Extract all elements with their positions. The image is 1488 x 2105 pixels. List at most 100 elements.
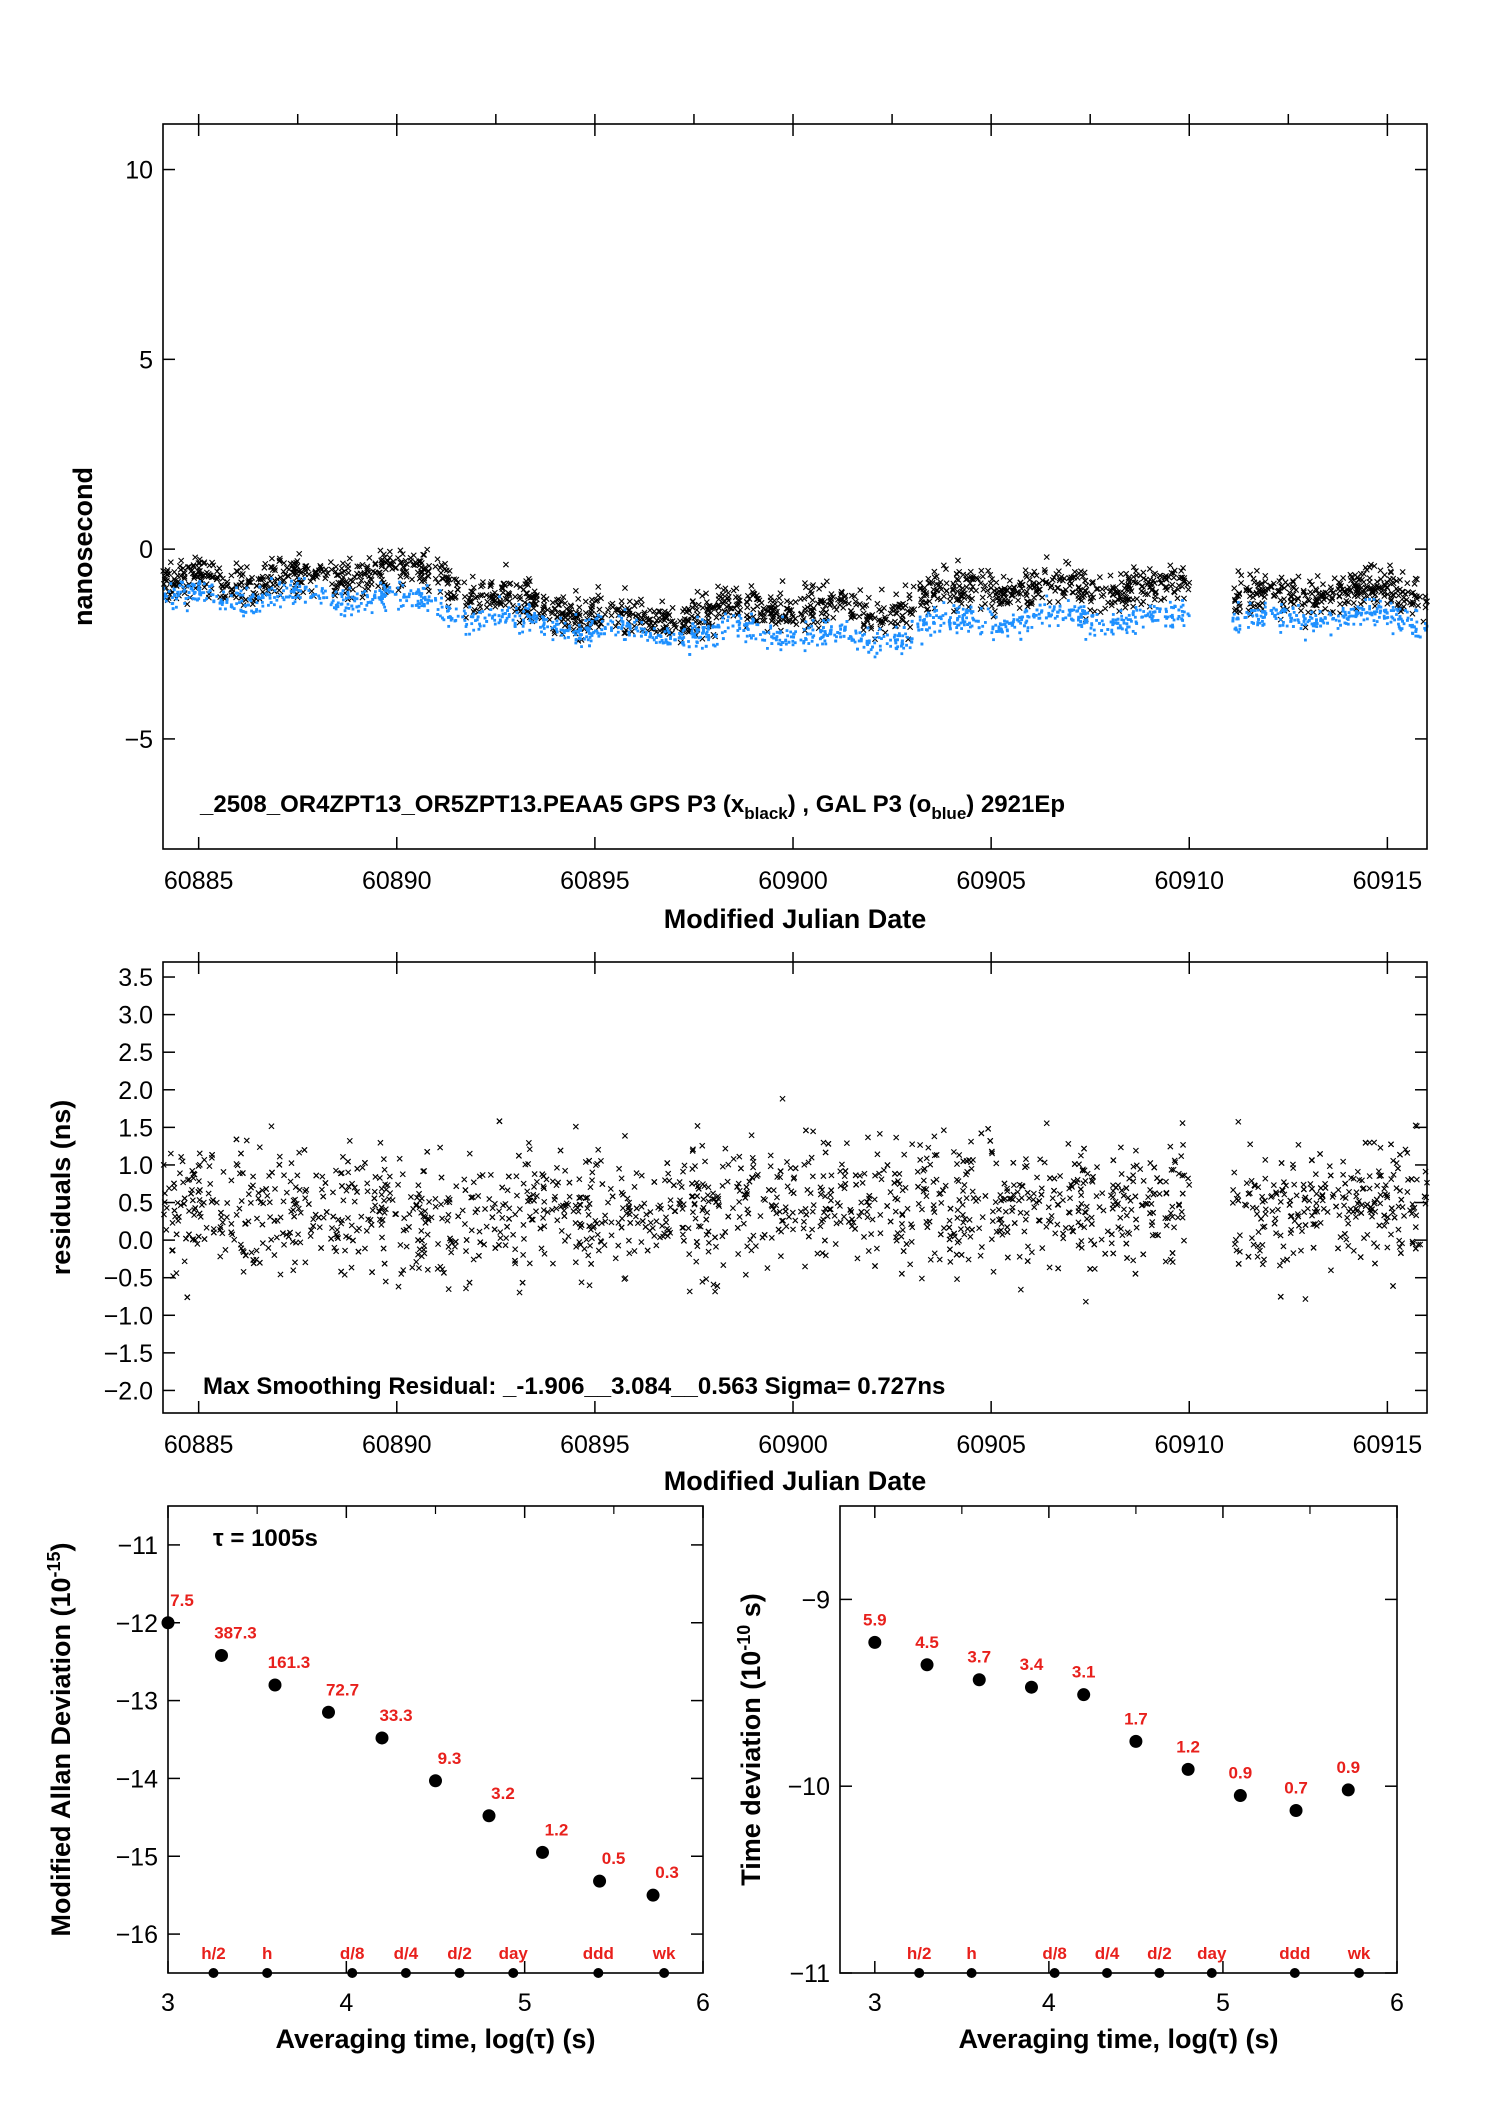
- gal-point: [1138, 608, 1142, 612]
- gal-point: [190, 586, 194, 590]
- gal-point: [792, 632, 796, 636]
- gal-point: [238, 601, 241, 604]
- gps-point: [1018, 585, 1025, 592]
- gal-point: [183, 601, 187, 605]
- gps-point: [602, 611, 609, 618]
- residual-point: [1312, 1171, 1319, 1178]
- gps-point: [1185, 586, 1192, 593]
- residual-point: [572, 1220, 579, 1227]
- gps-point: [343, 585, 350, 592]
- gps-point: [1082, 587, 1089, 594]
- gps-point: [810, 605, 817, 612]
- gal-point: [918, 618, 922, 622]
- gps-point: [280, 568, 287, 575]
- residual-point: [1128, 1206, 1135, 1213]
- gal-point: [1295, 614, 1299, 617]
- residual-point: [990, 1268, 997, 1275]
- gal-point: [551, 638, 555, 642]
- gps-point: [1030, 579, 1037, 586]
- gal-point: [555, 622, 558, 626]
- residual-point: [692, 1163, 699, 1170]
- gal-point: [1377, 605, 1381, 609]
- gal-point: [1315, 625, 1319, 628]
- gal-point: [859, 637, 863, 641]
- gal-point: [574, 613, 578, 616]
- gal-point: [491, 614, 495, 618]
- gal-point: [574, 633, 577, 637]
- gal-point: [251, 593, 255, 597]
- gal-point: [925, 614, 929, 618]
- gps-point: [851, 593, 858, 600]
- gps-point: [1148, 580, 1155, 587]
- residual-point: [827, 1192, 834, 1198]
- gps-point: [716, 605, 723, 612]
- gal-point: [880, 637, 883, 641]
- gps-point: [196, 571, 203, 577]
- residual-point: [938, 1199, 945, 1206]
- gal-point: [948, 618, 951, 622]
- gal-point: [293, 588, 296, 591]
- gps-point: [784, 605, 791, 612]
- gps-point: [195, 560, 202, 567]
- gal-point: [955, 631, 959, 635]
- gps-point: [380, 579, 387, 586]
- gps-point: [442, 560, 449, 567]
- gal-point: [843, 629, 846, 632]
- gal-point: [1373, 623, 1377, 627]
- gps-point: [531, 588, 538, 595]
- gal-point: [222, 590, 225, 594]
- gal-point: [1069, 617, 1073, 621]
- residual-point: [188, 1187, 195, 1194]
- gal-point: [551, 620, 555, 624]
- gal-point: [836, 631, 840, 634]
- gal-point: [906, 635, 909, 639]
- gal-point: [1114, 618, 1118, 622]
- gal-point: [265, 593, 269, 597]
- gps-point: [438, 569, 445, 576]
- gal-point: [1125, 622, 1129, 626]
- gps-point: [533, 596, 540, 603]
- gps-point: [1110, 584, 1117, 591]
- gps-point: [992, 591, 999, 598]
- gal-point: [680, 632, 684, 636]
- gps-point: [268, 555, 275, 562]
- residual-point: [979, 1214, 986, 1221]
- residual-point: [1254, 1253, 1261, 1260]
- gal-point: [885, 642, 889, 646]
- gps-point: [744, 592, 751, 599]
- residual-point: [820, 1139, 827, 1146]
- gal-point: [952, 604, 956, 608]
- gps-point: [1410, 600, 1417, 607]
- gal-point: [754, 637, 758, 641]
- gal-point: [346, 602, 350, 606]
- residual-point: [907, 1261, 914, 1268]
- gps-point: [827, 597, 834, 604]
- gal-point: [1043, 603, 1047, 607]
- gps-point: [527, 594, 534, 601]
- gal-point: [1077, 623, 1080, 627]
- gal-point: [243, 604, 247, 608]
- gal-point: [215, 595, 219, 598]
- gps-point: [1120, 589, 1127, 596]
- residual-point: [233, 1211, 240, 1218]
- gps-point: [1393, 577, 1400, 584]
- residual-point: [680, 1168, 687, 1175]
- gal-point: [314, 593, 318, 596]
- residual-point: [583, 1236, 590, 1243]
- gps-point: [750, 606, 757, 613]
- gal-point: [1237, 630, 1241, 634]
- gal-point: [500, 608, 504, 612]
- gal-point: [986, 607, 990, 611]
- gps-point: [947, 593, 954, 600]
- gps-point: [641, 609, 648, 616]
- gal-point: [1414, 634, 1418, 638]
- residual-point: [931, 1133, 938, 1140]
- gal-point: [1365, 617, 1369, 621]
- residual-point: [923, 1193, 930, 1200]
- gal-point: [574, 641, 578, 645]
- residual-point: [228, 1220, 235, 1227]
- gal-point: [172, 588, 176, 592]
- residual-point: [1028, 1249, 1035, 1256]
- gal-point: [507, 613, 511, 616]
- gal-point: [396, 586, 400, 590]
